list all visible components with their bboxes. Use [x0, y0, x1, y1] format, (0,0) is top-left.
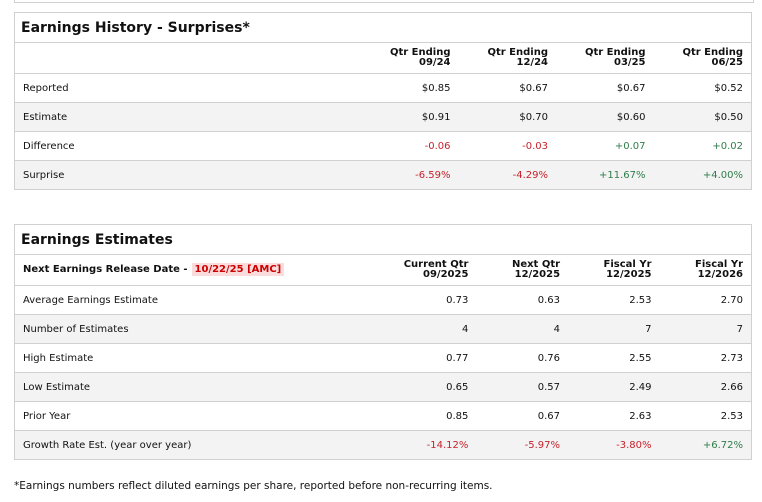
value-cell: 2.73 — [659, 343, 751, 373]
table-row: Reported $0.85 $0.67 $0.67 $0.52 — [15, 73, 751, 103]
value-cell: -14.12% — [361, 430, 477, 459]
column-header-line1: Fiscal Yr — [695, 259, 743, 270]
value-cell: +11.67% — [556, 160, 654, 189]
previous-section-border — [14, 0, 754, 3]
column-header-line1: Next Qtr — [511, 259, 561, 270]
earnings-estimates-title: Earnings Estimates — [15, 225, 751, 255]
value-cell: 7 — [659, 314, 751, 344]
row-label: Difference — [15, 131, 361, 161]
row-label: Estimate — [15, 102, 361, 132]
footnote: *Earnings numbers reflect diluted earnin… — [14, 480, 493, 492]
column-header-line1: Fiscal Yr — [603, 259, 652, 270]
earnings-estimates-table: Next Earnings Release Date -10/22/25 [AM… — [15, 255, 751, 459]
row-label: Number of Estimates — [15, 314, 361, 344]
column-header: Qtr Ending 12/24 — [459, 43, 557, 74]
row-label: Reported — [15, 73, 361, 103]
value-cell: $0.52 — [653, 73, 751, 103]
column-header-line2: 09/24 — [419, 57, 451, 68]
value-cell: 0.67 — [476, 401, 569, 431]
table-row: Surprise -6.59% -4.29% +11.67% +4.00% — [15, 160, 751, 189]
value-cell: +0.07 — [556, 131, 654, 161]
column-header-line2: 12/2025 — [514, 269, 561, 280]
value-cell: 2.53 — [568, 285, 660, 315]
table-row: Growth Rate Est. (year over year) -14.12%… — [15, 430, 751, 459]
value-cell: -4.29% — [458, 160, 556, 189]
value-cell: 0.63 — [476, 285, 569, 315]
value-cell: $0.67 — [458, 73, 556, 103]
table-row: Difference -0.06 -0.03 +0.07 +0.02 — [15, 131, 751, 161]
value-cell: -5.97% — [476, 430, 569, 459]
table-row: Prior Year 0.85 0.67 2.63 2.53 — [15, 401, 751, 431]
earnings-history-panel: Earnings History - Surprises* Qtr Ending… — [14, 12, 752, 190]
value-cell: +0.02 — [653, 131, 751, 161]
table-row: Low Estimate 0.65 0.57 2.49 2.66 — [15, 372, 751, 402]
value-cell: 0.65 — [361, 372, 477, 402]
column-header-line1: Qtr Ending — [584, 47, 646, 58]
row-header-cell — [15, 43, 361, 74]
release-date-badge: 10/22/25 [AMC] — [191, 263, 285, 276]
value-cell: 2.55 — [568, 343, 660, 373]
column-header-line1: Qtr Ending — [682, 47, 743, 58]
value-cell: 2.70 — [659, 285, 751, 315]
value-cell: 7 — [568, 314, 660, 344]
column-header: Fiscal Yr 12/2026 — [660, 255, 752, 286]
column-header-line1: Qtr Ending — [389, 47, 451, 58]
earnings-history-table: Qtr Ending 09/24 Qtr Ending 12/24 Qtr Ending… — [15, 43, 751, 189]
table-row: Estimate $0.91 $0.70 $0.60 $0.50 — [15, 102, 751, 132]
table-row: Average Earnings Estimate 0.73 0.63 2.53 2.7… — [15, 285, 751, 315]
value-cell: $0.85 — [361, 73, 459, 103]
value-cell: 0.77 — [361, 343, 477, 373]
table-row: Number of Estimates 4 4 7 7 — [15, 314, 751, 344]
value-cell: +6.72% — [659, 430, 751, 459]
column-header-line2: 03/25 — [614, 57, 646, 68]
release-label: Next Earnings Release Date - — [23, 264, 188, 275]
column-header-line1: Qtr Ending — [487, 47, 548, 58]
column-header-line2: 12/24 — [516, 57, 548, 68]
value-cell: -3.80% — [568, 430, 660, 459]
value-cell: 4 — [361, 314, 477, 344]
value-cell: $0.91 — [361, 102, 459, 132]
column-header: Qtr Ending 03/25 — [556, 43, 654, 74]
value-cell: 2.53 — [659, 401, 751, 431]
value-cell: 2.49 — [568, 372, 660, 402]
table-row: High Estimate 0.77 0.76 2.55 2.73 — [15, 343, 751, 373]
column-header-row: Next Earnings Release Date -10/22/25 [AM… — [15, 255, 751, 286]
row-label: Prior Year — [15, 401, 361, 431]
earnings-history-title: Earnings History - Surprises* — [15, 13, 751, 43]
value-cell: 0.76 — [476, 343, 569, 373]
value-cell: -0.06 — [361, 131, 459, 161]
value-cell: 0.85 — [361, 401, 477, 431]
column-header: Next Qtr 12/2025 — [476, 255, 568, 286]
value-cell: $0.60 — [556, 102, 654, 132]
row-label: Surprise — [15, 160, 361, 189]
value-cell: 0.73 — [361, 285, 477, 315]
column-header-line2: 12/2025 — [606, 269, 652, 280]
value-cell: +4.00% — [653, 160, 751, 189]
column-header: Qtr Ending 09/24 — [361, 43, 459, 74]
value-cell: 0.57 — [476, 372, 569, 402]
column-header: Current Qtr 09/2025 — [361, 255, 476, 286]
column-header-line2: 06/25 — [711, 57, 743, 68]
column-header-row: Qtr Ending 09/24 Qtr Ending 12/24 Qtr Ending… — [15, 43, 751, 74]
column-header-line2: 12/2026 — [697, 269, 743, 280]
row-label: Average Earnings Estimate — [15, 285, 361, 315]
row-label: High Estimate — [15, 343, 361, 373]
column-header: Qtr Ending 06/25 — [654, 43, 752, 74]
value-cell: 2.63 — [568, 401, 660, 431]
column-header-line2: 09/2025 — [423, 269, 469, 280]
row-header-cell: Next Earnings Release Date -10/22/25 [AM… — [15, 255, 361, 286]
row-label: Growth Rate Est. (year over year) — [15, 430, 361, 459]
value-cell: -6.59% — [361, 160, 459, 189]
column-header: Fiscal Yr 12/2025 — [568, 255, 659, 286]
earnings-estimates-panel: Earnings Estimates Next Earnings Release… — [14, 224, 752, 460]
column-header-line1: Current Qtr — [403, 259, 469, 270]
value-cell: 2.66 — [659, 372, 751, 402]
value-cell: $0.50 — [653, 102, 751, 132]
value-cell: $0.70 — [458, 102, 556, 132]
value-cell: -0.03 — [458, 131, 556, 161]
value-cell: 4 — [476, 314, 569, 344]
row-label: Low Estimate — [15, 372, 361, 402]
value-cell: $0.67 — [556, 73, 654, 103]
